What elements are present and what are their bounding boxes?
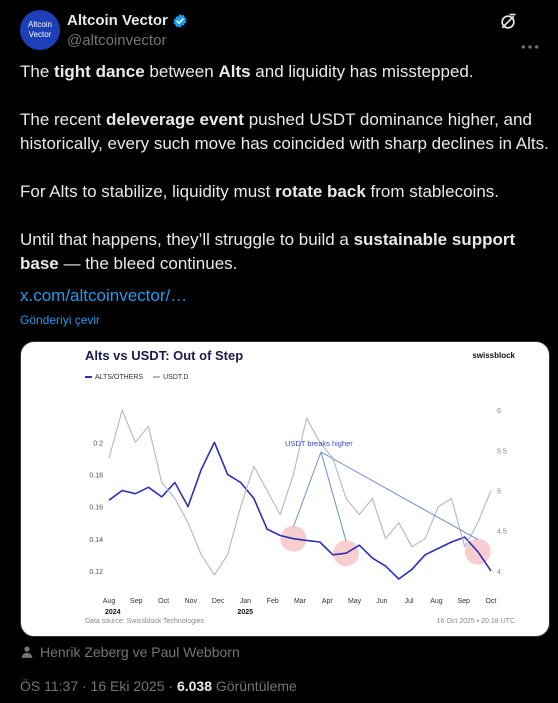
person-icon xyxy=(21,646,33,658)
annotation-arrow xyxy=(320,451,347,542)
x-tick-label: Oct xyxy=(486,598,497,605)
x-tick-label: Sep xyxy=(130,598,143,605)
verified-badge-icon xyxy=(173,13,187,28)
left-tick-label: 0.16 xyxy=(89,505,103,512)
left-tick-label: 0.14 xyxy=(89,537,103,544)
legend-item-alts: ALTS/OTHERS xyxy=(85,374,143,381)
chart-source: Data source: Swissblock Technologies xyxy=(85,618,204,625)
views-label: Görüntüleme xyxy=(212,678,297,694)
series-line-alts xyxy=(108,441,492,580)
tagged-people-label: Henrik Zeberg ve Paul Webborn xyxy=(40,644,240,660)
more-icon[interactable] xyxy=(520,42,540,52)
tweet-paragraph-1: The tight dance between Alts and liquidi… xyxy=(20,60,550,84)
text-run: pushed USDT dominance higher, and histor… xyxy=(20,110,549,153)
tweet-link[interactable]: x.com/altcoinvector/… xyxy=(20,286,188,305)
x-tick-label: Jul xyxy=(405,598,414,605)
legend-label: ALTS/OTHERS xyxy=(95,374,144,381)
x-tick-label: Nov xyxy=(185,598,198,605)
tweet-paragraph-2: The recent deleverage event pushed USDT … xyxy=(20,108,550,156)
tweet-paragraph-3: For Alts to stabilize, liquidity must ro… xyxy=(20,180,550,204)
translate-link[interactable]: Gönderiyi çevir xyxy=(20,313,101,327)
author-name-row: Altcoin Vector xyxy=(67,12,188,29)
bold-run: rotate back xyxy=(275,182,366,201)
avatar-text-line2: Vector xyxy=(28,30,52,39)
annotation-arrow xyxy=(320,451,479,541)
right-tick-label: 5 xyxy=(497,489,501,496)
right-tick-label: 5.5 xyxy=(497,448,507,455)
x-tick-label: Apr xyxy=(322,598,334,605)
year-label: 2025 xyxy=(237,609,253,616)
tweet-meta: ÖS 11:37 · 16 Eki 2025 · 6.038 Görüntüle… xyxy=(20,678,297,694)
avatar-text-line1: Altcoin xyxy=(27,20,52,29)
x-tick-label: Aug xyxy=(103,598,116,605)
x-tick-label: Jun xyxy=(376,598,387,605)
tagged-people[interactable]: Henrik Zeberg ve Paul Webborn xyxy=(20,644,240,660)
chart-timestamp: 16 Oct 2025 • 20:18 UTC xyxy=(436,618,515,625)
text-run: and liquidity has misstepped. xyxy=(250,62,474,81)
right-tick-label: 6 xyxy=(497,408,501,415)
bold-run: sustainable support base xyxy=(20,230,516,273)
bold-run: deleverage event xyxy=(106,110,244,129)
chart-svg: USDT breaks higher 0.2 0.18 0.16 0.14 0.12 6 5.… xyxy=(89,408,507,616)
x-tick-label: Sep xyxy=(457,598,470,605)
avatar[interactable]: Altcoin Vector xyxy=(20,10,60,50)
x-tick-label: Feb xyxy=(267,598,279,605)
chart-image[interactable]: USDT breaks higher 0.2 0.18 0.16 0.14 0.12 6 5.… xyxy=(20,341,550,637)
x-tick-label: Aug xyxy=(430,598,443,605)
text-run: — the bleed continues. xyxy=(58,254,238,273)
chart-title: Alts vs USDT: Out of Step xyxy=(85,348,244,363)
chart-brand-logo: swissblock xyxy=(472,351,515,360)
text-run: from stablecoins. xyxy=(365,182,500,201)
text-run: between xyxy=(144,62,219,81)
series-line-usdt xyxy=(108,409,492,576)
tweet-paragraph-4: Until that happens, they’ll struggle to … xyxy=(20,228,550,276)
text-run: For Alts to stabilize, liquidity must xyxy=(20,182,276,201)
author-name[interactable]: Altcoin Vector xyxy=(67,12,168,29)
text-run: Until that happens, they’ll struggle to … xyxy=(20,230,354,249)
left-tick-label: 0.18 xyxy=(89,472,103,479)
left-tick-label: 0.2 xyxy=(93,440,103,447)
tweet-text: The tight dance between Alts and liquidi… xyxy=(20,60,550,300)
tweet-timestamp[interactable]: ÖS 11:37 · 16 Eki 2025 · xyxy=(20,678,177,694)
year-label: 2024 xyxy=(105,609,121,616)
right-tick-label: 4.5 xyxy=(497,529,507,536)
x-tick-label: Oct xyxy=(158,598,169,605)
grok-icon[interactable] xyxy=(498,12,518,32)
author-handle[interactable]: @altcoinvector xyxy=(67,32,167,49)
tweet-header: Altcoin Vector Altcoin Vector @altcoinve… xyxy=(20,10,540,50)
bold-run: Alts xyxy=(218,62,251,81)
x-tick-label: Jan xyxy=(240,598,251,605)
legend-item-usdt: USDT.D xyxy=(153,374,188,381)
right-tick-label: 4 xyxy=(497,569,501,576)
left-tick-label: 0.12 xyxy=(89,569,103,576)
view-count: 6.038 xyxy=(176,678,212,694)
text-run: The xyxy=(20,62,55,81)
x-tick-label: May xyxy=(348,598,362,605)
annotation-arrow xyxy=(292,451,322,527)
chart-legend: ALTS/OTHERS USDT.D xyxy=(85,374,188,381)
legend-label: USDT.D xyxy=(163,374,189,381)
text-run: The recent xyxy=(20,110,106,129)
bold-run: tight dance xyxy=(54,62,145,81)
x-tick-label: Mar xyxy=(294,598,307,605)
annotation-label: USDT breaks higher xyxy=(285,439,353,448)
x-tick-label: Dec xyxy=(212,598,225,605)
